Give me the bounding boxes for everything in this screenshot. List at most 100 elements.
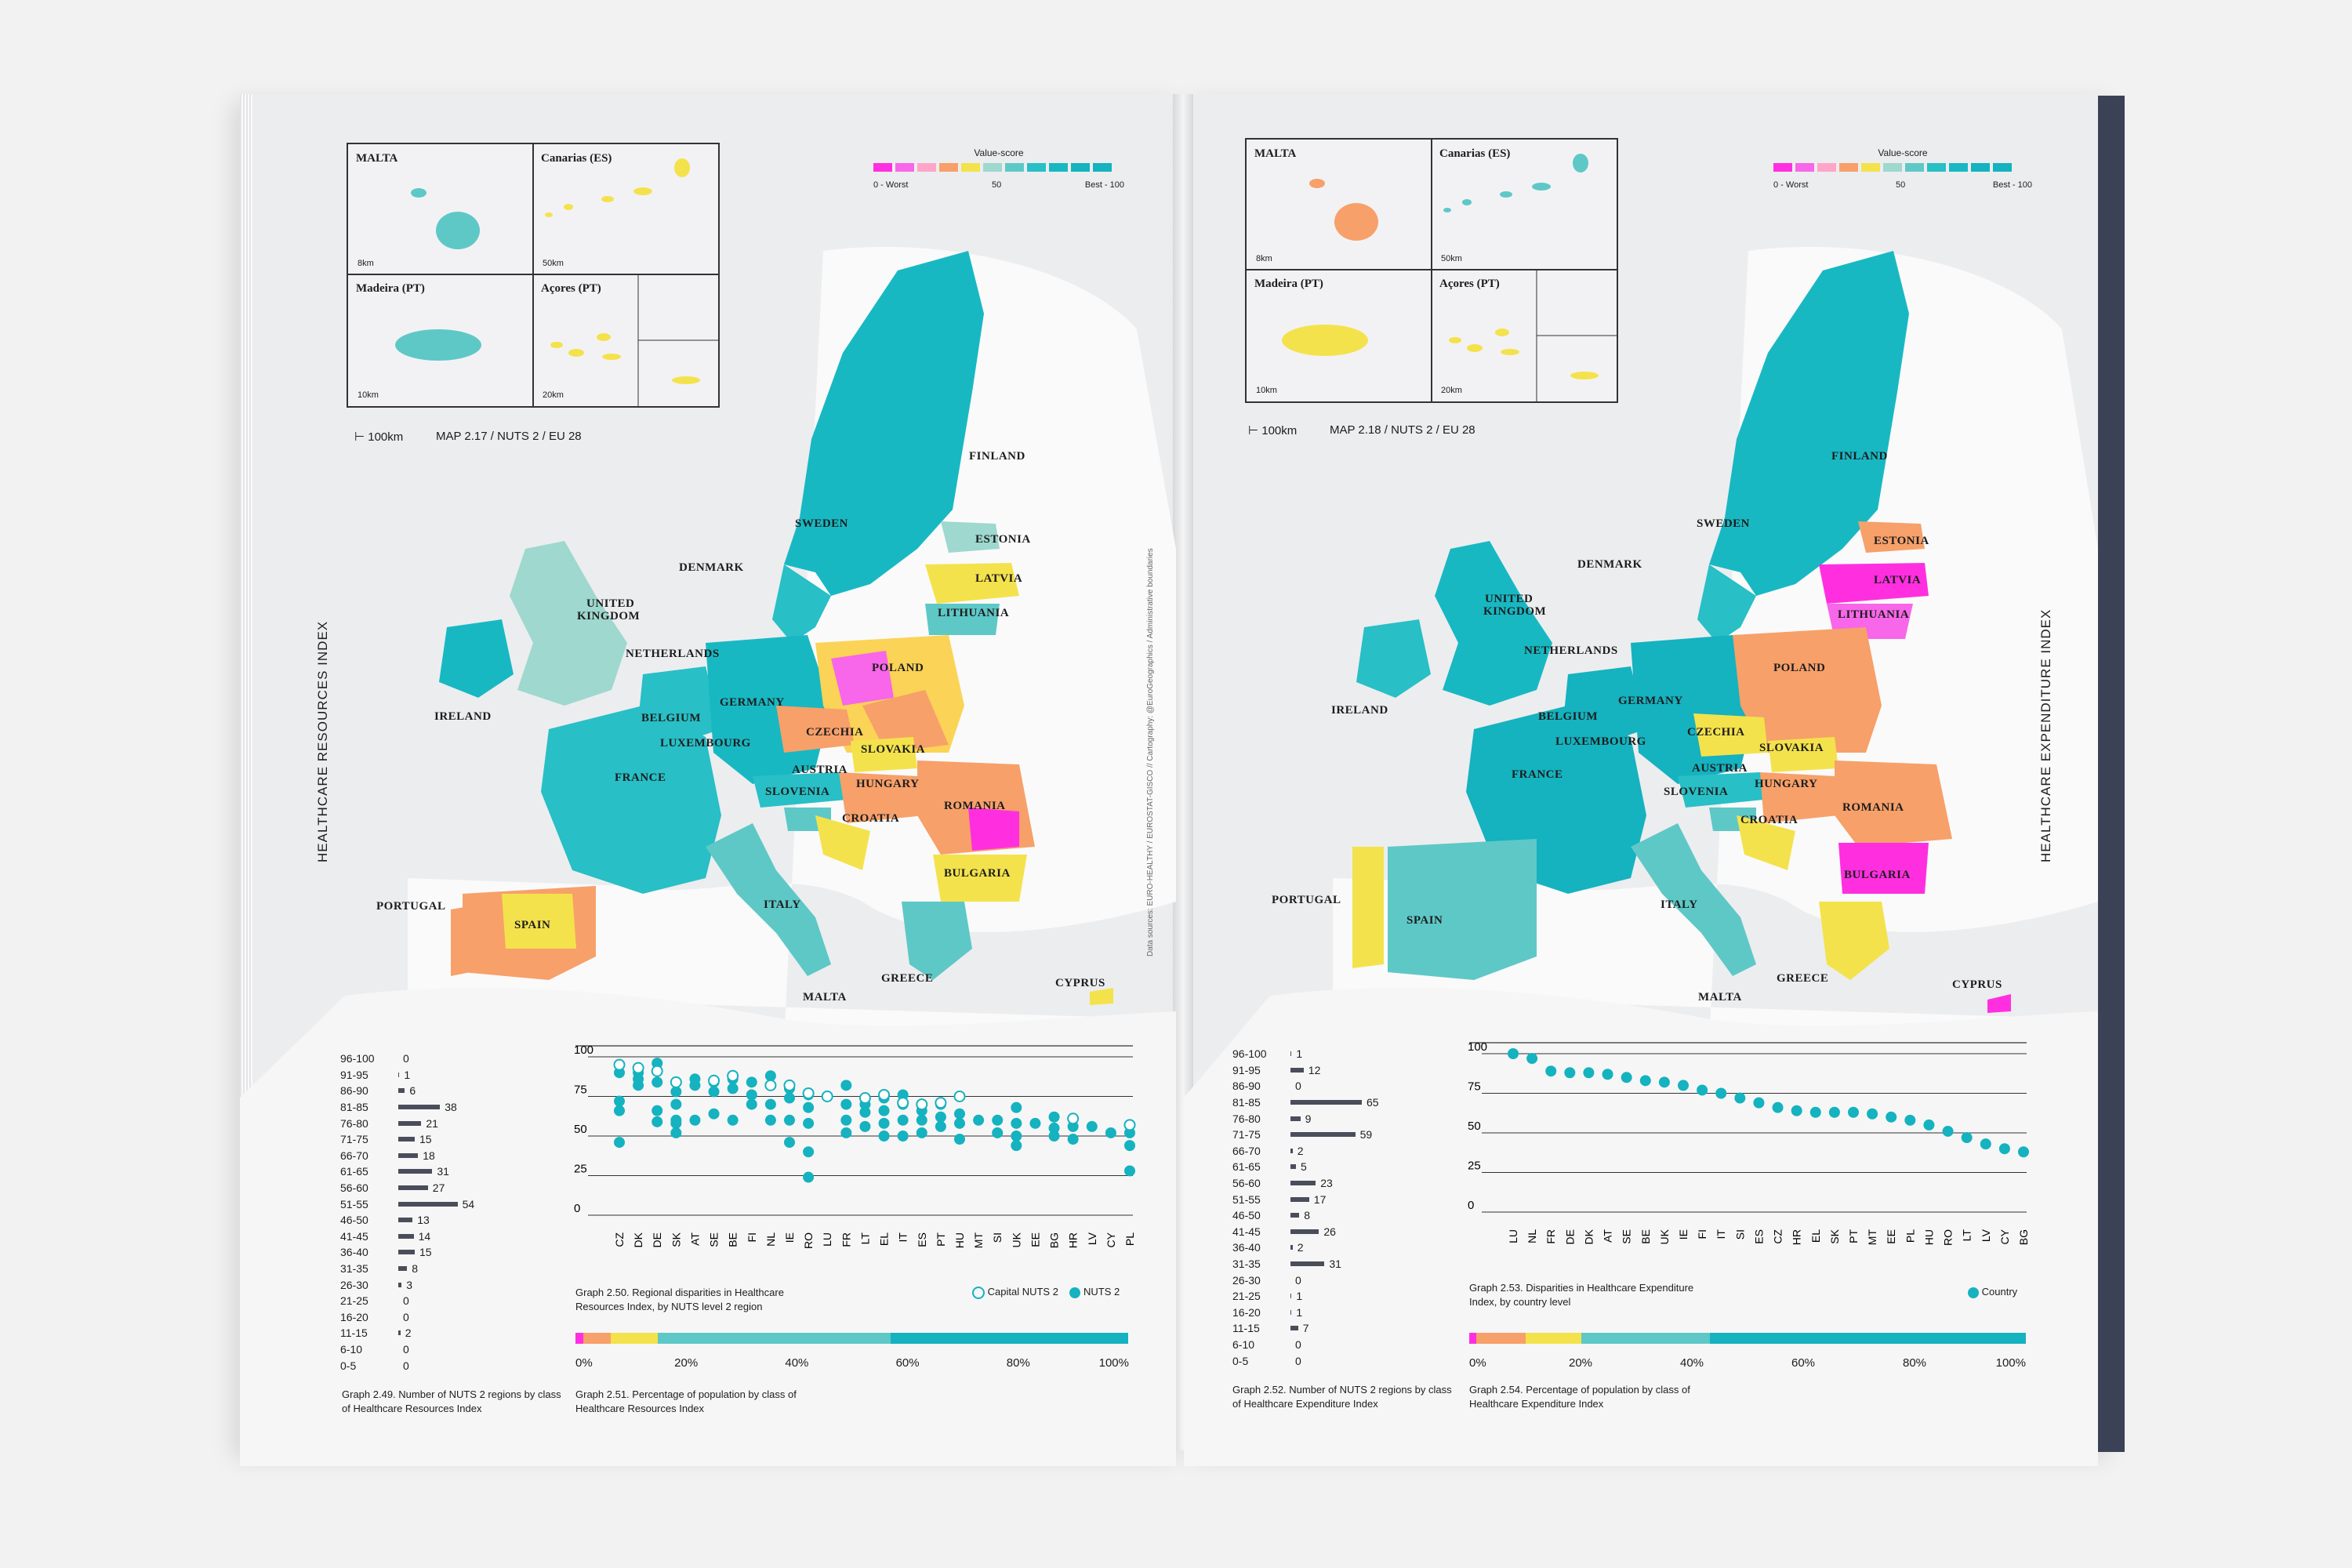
region-poland-mid [862, 690, 949, 753]
country-point [1545, 1065, 1557, 1077]
y-tick-label: 0 [574, 1202, 580, 1215]
inset-shape [545, 158, 690, 217]
x-tick-label: CZ [613, 1232, 626, 1247]
histogram-row: 31-35 31 [1232, 1256, 1379, 1272]
histogram-class-label: 46-50 [340, 1214, 368, 1227]
nuts-point [708, 1108, 720, 1120]
nuts-point [1048, 1131, 1060, 1142]
histogram-value: 8 [1304, 1209, 1310, 1222]
nuts-point [878, 1105, 890, 1116]
inset-madeira: Madeira (PT) 10km [347, 274, 534, 407]
legend-worst: 0 - Worst [873, 180, 909, 190]
histogram-class-label: 36-40 [1232, 1241, 1261, 1254]
x-tick-label: IE [1677, 1229, 1690, 1240]
inset-scale: 10km [1256, 386, 1277, 395]
histogram-row: 81-85 65 [1232, 1094, 1379, 1111]
histogram-class-label: 11-15 [1232, 1322, 1260, 1335]
histogram-row: 16-20 0 [340, 1309, 474, 1326]
x-tick-label: SK [670, 1232, 682, 1247]
capital-marker-icon [972, 1286, 985, 1299]
nuts-point [859, 1106, 871, 1118]
x-tick-label: EL [878, 1232, 891, 1246]
nuts-point [803, 1171, 815, 1183]
region-ireland [439, 619, 514, 698]
histogram-value: 0 [403, 1294, 409, 1308]
histogram-value: 38 [445, 1101, 457, 1114]
nuts-point [803, 1102, 815, 1113]
inset-title: MALTA [356, 152, 398, 165]
nuts-point [992, 1127, 1004, 1138]
y-tick-label: 75 [574, 1083, 587, 1097]
legend-capital: Capital NUTS 2 [987, 1286, 1058, 1298]
population-tick: 0% [1469, 1356, 1486, 1370]
region-croatia [1737, 815, 1795, 870]
histogram-class-label: 86-90 [1232, 1080, 1261, 1093]
histogram-row: 36-40 15 [340, 1244, 474, 1261]
right-map-scale: ⊢ 100km [1248, 424, 1298, 437]
nuts-point [897, 1131, 909, 1142]
x-tick-label: HR [1067, 1232, 1080, 1248]
nuts-point [954, 1108, 965, 1120]
histogram-value: 13 [417, 1214, 430, 1227]
nuts-point [1011, 1140, 1022, 1152]
region-benelux [639, 666, 721, 745]
country-point [1980, 1138, 1991, 1150]
country-label: BULGARIA [944, 867, 1011, 880]
x-tick-label: MT [1866, 1229, 1878, 1246]
data-credit: Data sources: EURO-HEALTHY / EUROSTAT-GI… [1146, 548, 1155, 956]
country-point [1697, 1084, 1708, 1096]
nuts-point [954, 1117, 965, 1129]
x-tick-label: BE [1639, 1229, 1652, 1244]
histogram-row: 36-40 2 [1232, 1240, 1379, 1256]
country-point [1828, 1106, 1840, 1118]
region-austria [1678, 772, 1764, 808]
histogram-row: 61-65 31 [340, 1163, 474, 1180]
country-point [1942, 1125, 1954, 1137]
histogram-class-label: 46-50 [1232, 1209, 1261, 1222]
nuts-point [878, 1117, 890, 1129]
left-scatter-chart: 0 25 50 75 100 CZ DK DE SK AT SE BE FI NL IE RO LU FR LT EL… [574, 1044, 1136, 1249]
country-marker-icon [1968, 1287, 1979, 1298]
capital-point [821, 1091, 833, 1102]
x-tick-label: CY [1998, 1229, 2011, 1244]
x-tick-label: LU [1507, 1229, 1519, 1243]
country-label: SWEDEN [795, 517, 849, 530]
country-label: PORTUGAL [376, 900, 446, 913]
region-romania [1835, 760, 1952, 847]
swatch [1861, 163, 1880, 172]
histogram-bar [398, 1072, 400, 1077]
population-tick: 60% [895, 1356, 920, 1370]
x-tick-label: LV [1980, 1229, 1992, 1242]
inset-scale: 8km [358, 259, 374, 268]
country-point [1564, 1067, 1576, 1079]
histogram-class-label: 96-100 [340, 1052, 375, 1065]
right-histogram-caption: Graph 2.52. Number of NUTS 2 regions by … [1232, 1384, 1452, 1410]
country-point [1867, 1108, 1878, 1120]
swatch [1817, 163, 1836, 172]
histogram-value: 23 [1320, 1177, 1333, 1190]
capital-point [651, 1065, 663, 1077]
histogram-bar [398, 1250, 415, 1255]
country-label: LITHUANIA [938, 607, 1010, 619]
region-estonia [1858, 521, 1925, 553]
histogram-class-label: 11-15 [340, 1327, 368, 1340]
capital-point [783, 1079, 796, 1091]
nuts-point [1011, 1131, 1022, 1142]
histogram-row: 66-70 18 [340, 1148, 474, 1164]
nuts-point [614, 1095, 625, 1107]
region-scandinavia [1709, 251, 1909, 596]
histogram-bar [398, 1137, 415, 1142]
histogram-value: 1 [1296, 1290, 1303, 1303]
histogram-value: 18 [423, 1149, 435, 1162]
nuts-point [954, 1134, 965, 1145]
x-tick-label: CY [1105, 1232, 1117, 1247]
country-label: CROATIA [842, 812, 900, 825]
histogram-class-label: 81-85 [1232, 1096, 1261, 1109]
country-point [1753, 1097, 1765, 1109]
histogram-bar [1290, 1051, 1292, 1057]
histogram-bar [1290, 1164, 1296, 1170]
capital-point [764, 1079, 777, 1091]
y-tick-label: 50 [1468, 1120, 1481, 1133]
left-scatter-legend: Capital NUTS 2 NUTS 2 [972, 1286, 1120, 1299]
nuts-point [1011, 1117, 1022, 1129]
